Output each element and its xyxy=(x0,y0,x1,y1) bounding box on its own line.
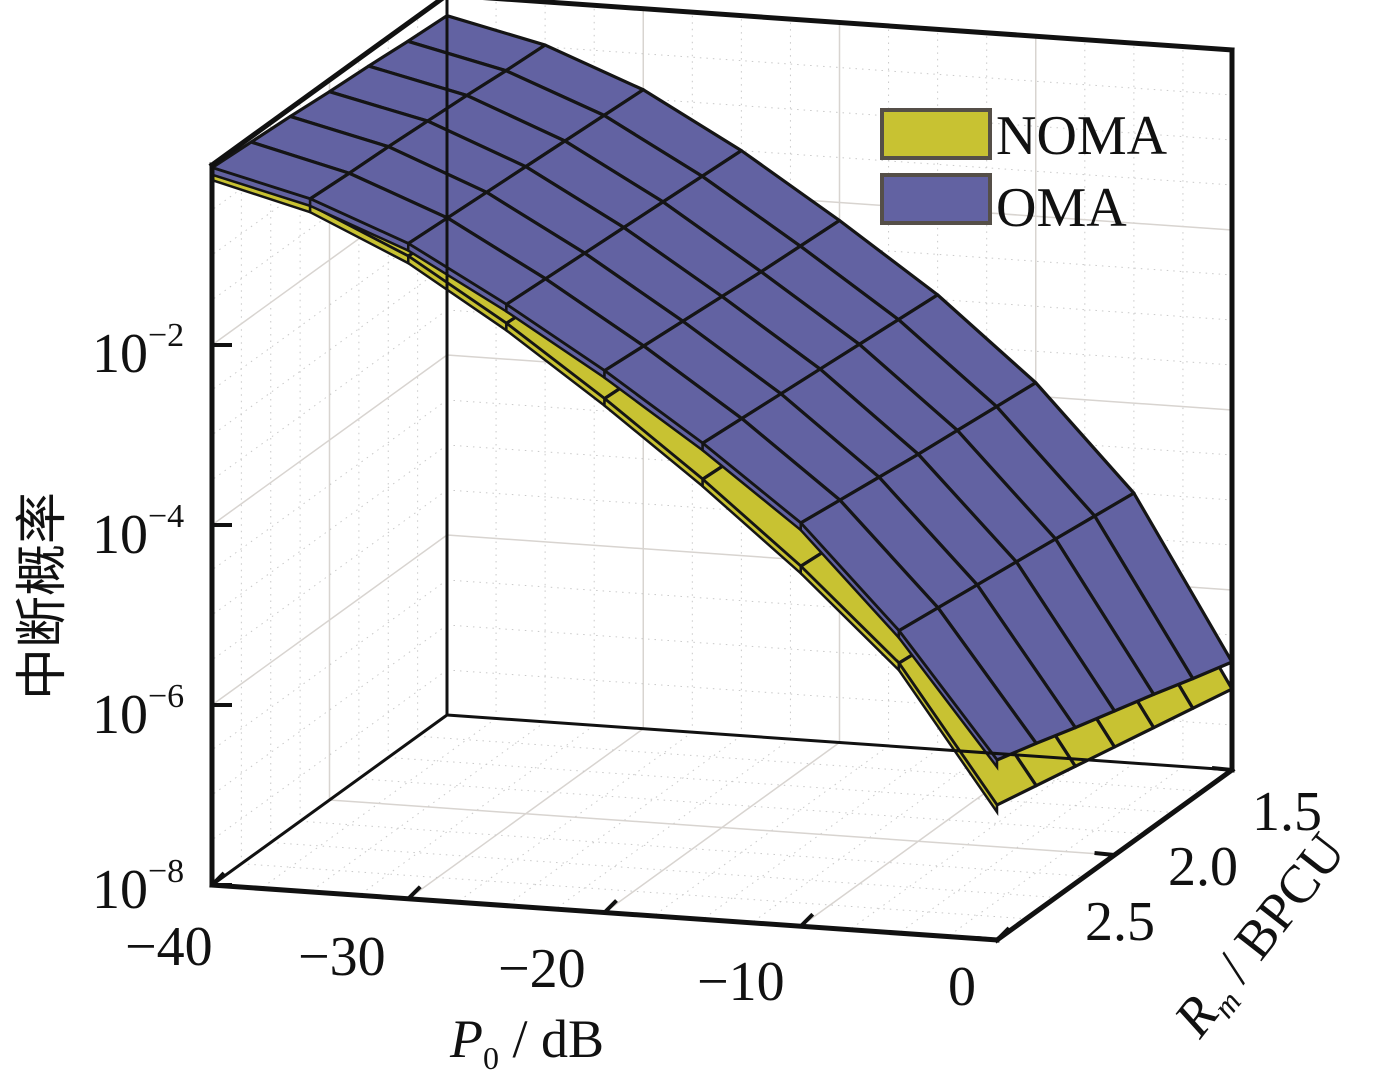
grid-line xyxy=(211,84,448,256)
grid-line xyxy=(446,579,1233,636)
grid-line xyxy=(446,489,1233,546)
grid-line xyxy=(211,669,448,841)
frame-edge xyxy=(446,713,1233,772)
grid-line xyxy=(751,752,987,924)
grid-line xyxy=(849,759,1086,931)
legend-label-oma: OMA xyxy=(996,177,1127,239)
grid-line xyxy=(241,863,1027,920)
legend-label-noma: NOMA xyxy=(996,105,1168,167)
z-tick-label: 10−2 xyxy=(92,317,184,385)
grid-line xyxy=(300,820,1086,877)
y-tick-label: 1.5 xyxy=(1252,781,1322,843)
grid-line xyxy=(446,39,1233,96)
x-tick xyxy=(799,912,815,928)
frame-edge xyxy=(211,713,448,887)
grid-line xyxy=(446,399,1233,456)
grid-line xyxy=(653,745,889,917)
grid-line xyxy=(947,766,1184,937)
x-tick xyxy=(995,926,1011,942)
z-tick-label: 10−8 xyxy=(92,853,184,921)
x-tick-labels: −40 −30 −20 −10 0 xyxy=(125,916,976,1018)
grid-line xyxy=(446,624,1233,681)
y-tick xyxy=(1211,766,1233,772)
frame-edge xyxy=(208,0,445,169)
legend-swatch-noma xyxy=(880,108,992,160)
z-axis-title: 中断概率 xyxy=(13,492,73,700)
legend: NOMA OMA xyxy=(880,105,1168,239)
grid-line xyxy=(388,757,1174,813)
axes-frame xyxy=(208,0,1236,944)
grid-line xyxy=(211,309,448,481)
grid-line xyxy=(260,718,497,889)
grid-line xyxy=(211,399,448,571)
x-tick-label: −20 xyxy=(498,938,586,1000)
grid-line xyxy=(211,534,448,706)
grid-line xyxy=(358,778,1144,835)
grid-line xyxy=(211,219,448,391)
z-tick-label: 10−4 xyxy=(92,498,184,566)
grid-line xyxy=(329,799,1115,856)
x-tick-label: −30 xyxy=(298,926,386,988)
x-tick xyxy=(603,899,618,914)
x-axis-title: P0 / dB xyxy=(449,1009,604,1070)
x-tick xyxy=(210,871,226,887)
y-tick-label: 2.5 xyxy=(1085,891,1155,953)
grid-line xyxy=(211,129,448,301)
grid-line xyxy=(702,748,938,920)
grid-line xyxy=(211,354,448,526)
grid-line xyxy=(211,579,448,751)
x-tick-label: 0 xyxy=(948,956,976,1018)
legend-swatch-oma xyxy=(880,173,992,225)
surface-oma xyxy=(210,14,1234,771)
y-tick-label: 2.0 xyxy=(1168,836,1238,898)
grid-line xyxy=(555,738,791,910)
surface-edge xyxy=(897,659,999,817)
frame-edge xyxy=(482,0,1235,53)
surface-edge xyxy=(897,627,999,771)
grid-line xyxy=(417,735,1203,792)
grid-line xyxy=(270,842,1056,898)
y-tick xyxy=(976,936,998,942)
y-tick-labels: 2.5 2.0 1.5 xyxy=(1085,781,1322,953)
grid-line xyxy=(898,762,1135,934)
z-tick-label: 10−6 xyxy=(92,678,184,746)
grid-line xyxy=(506,735,742,907)
z-tick-labels: 10−8 10−6 10−4 10−2 xyxy=(92,317,184,921)
grid-line xyxy=(211,624,448,796)
grid-line xyxy=(211,489,448,661)
grid-line xyxy=(309,721,546,893)
x-tick-label: −10 xyxy=(697,951,785,1013)
grid-line xyxy=(211,264,448,436)
grid-line xyxy=(446,444,1233,501)
grid-line xyxy=(211,444,448,616)
grid-line xyxy=(358,724,595,896)
y-tick xyxy=(1094,851,1115,857)
grid-line xyxy=(446,669,1233,726)
x-tick-label: −40 xyxy=(125,916,213,978)
grid-line xyxy=(457,731,693,903)
x-tick xyxy=(406,885,422,901)
